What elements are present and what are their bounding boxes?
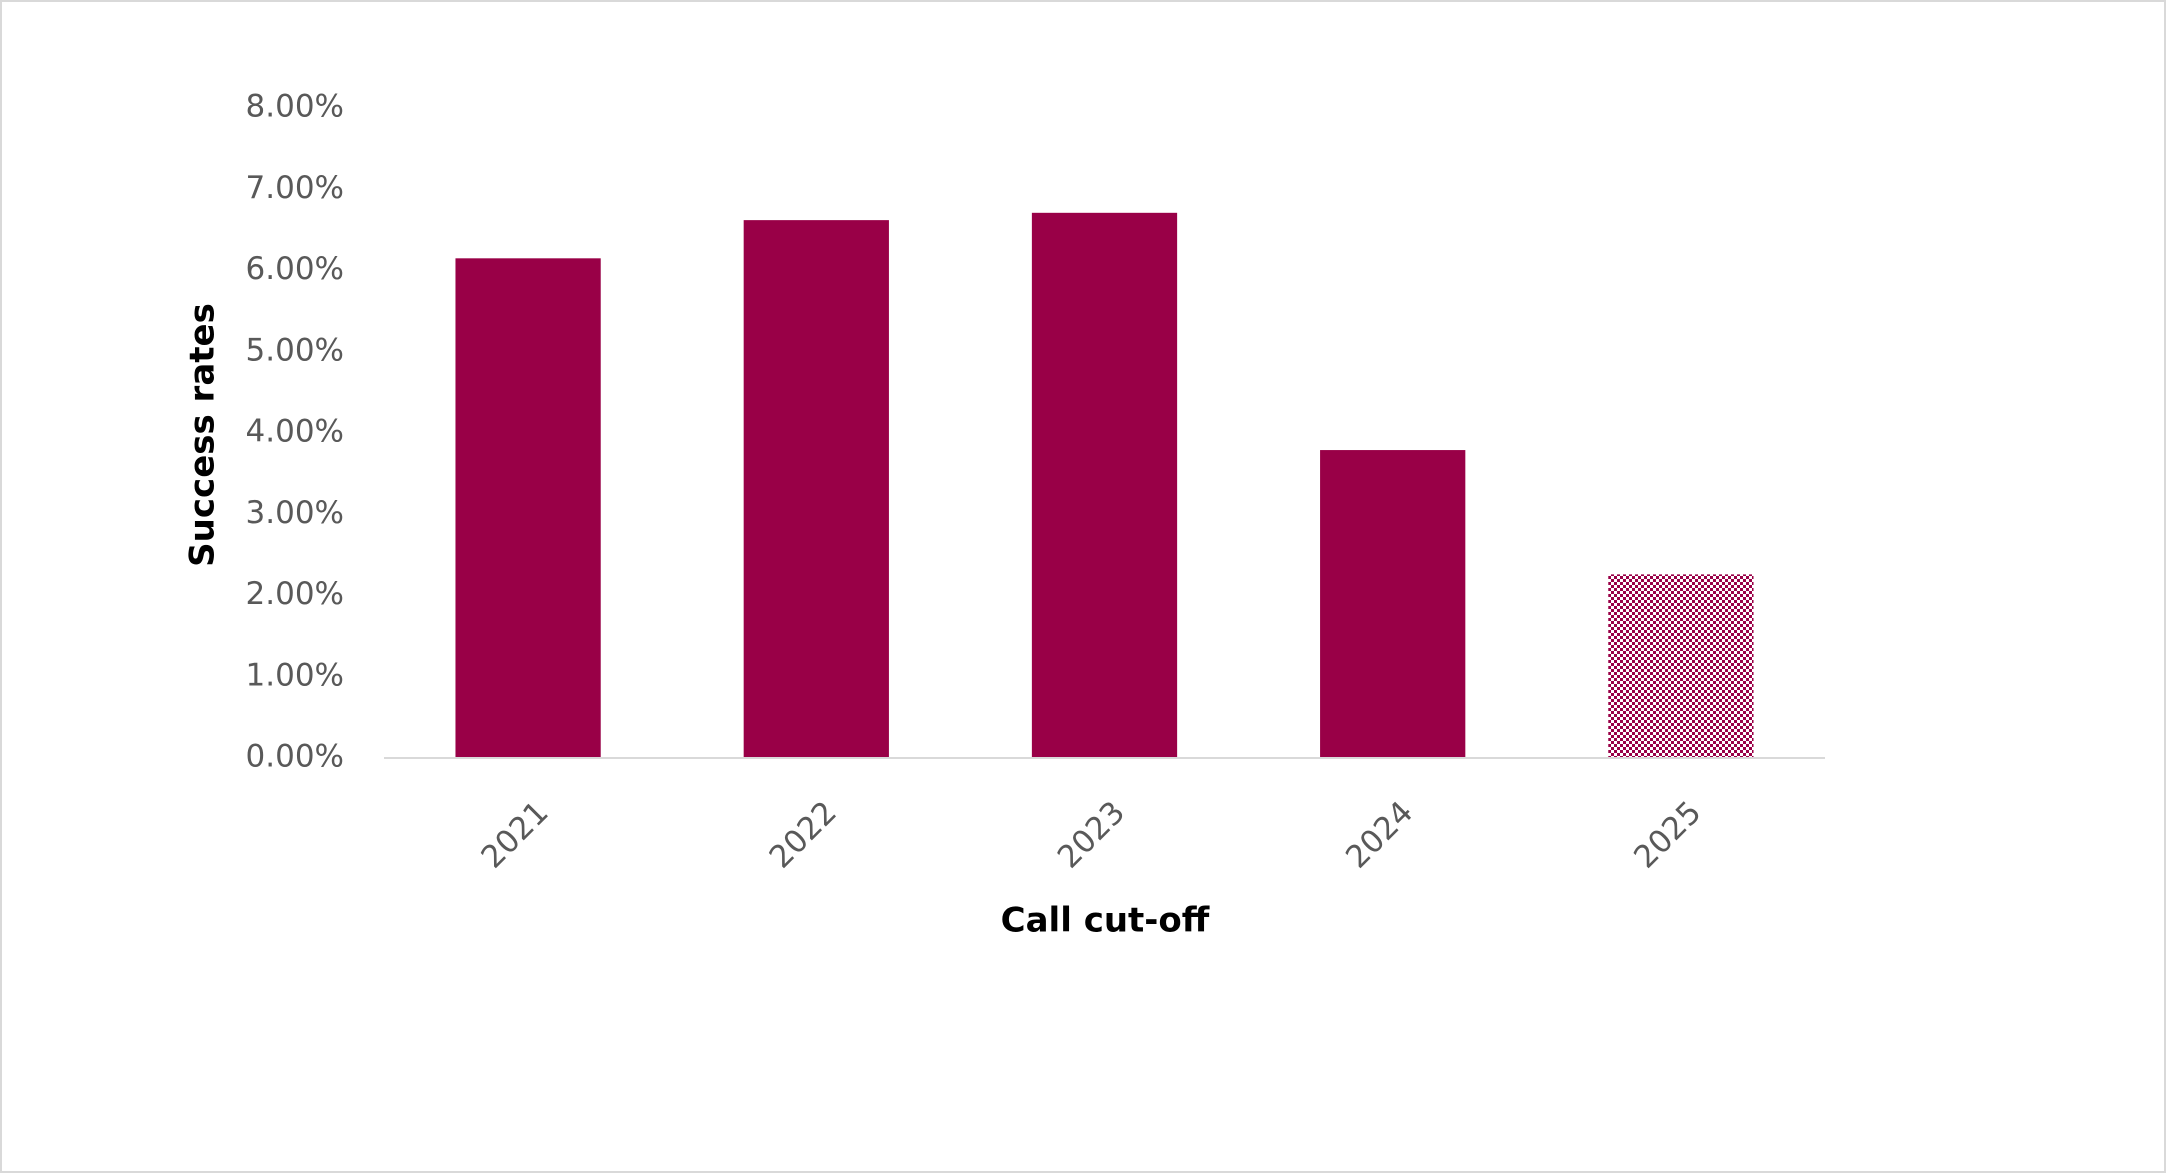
y-tick-label: 8.00%	[246, 89, 344, 125]
y-tick-label: 0.00%	[246, 739, 344, 775]
y-axis-title: Success rates	[183, 303, 223, 567]
y-tick-label: 6.00%	[246, 251, 344, 287]
y-tick-label: 2.00%	[246, 576, 344, 612]
y-tick-label: 4.00%	[246, 414, 344, 450]
y-tick-label: 5.00%	[246, 332, 344, 368]
x-axis-title: Call cut-off	[1001, 901, 1210, 941]
bar	[1031, 212, 1178, 758]
bar	[455, 258, 601, 758]
bar	[1320, 450, 1466, 758]
y-tick-label: 1.00%	[246, 657, 344, 693]
bar	[1608, 574, 1754, 758]
y-tick-label: 7.00%	[246, 170, 344, 206]
bar	[743, 220, 889, 758]
y-tick-label: 3.00%	[246, 495, 344, 531]
